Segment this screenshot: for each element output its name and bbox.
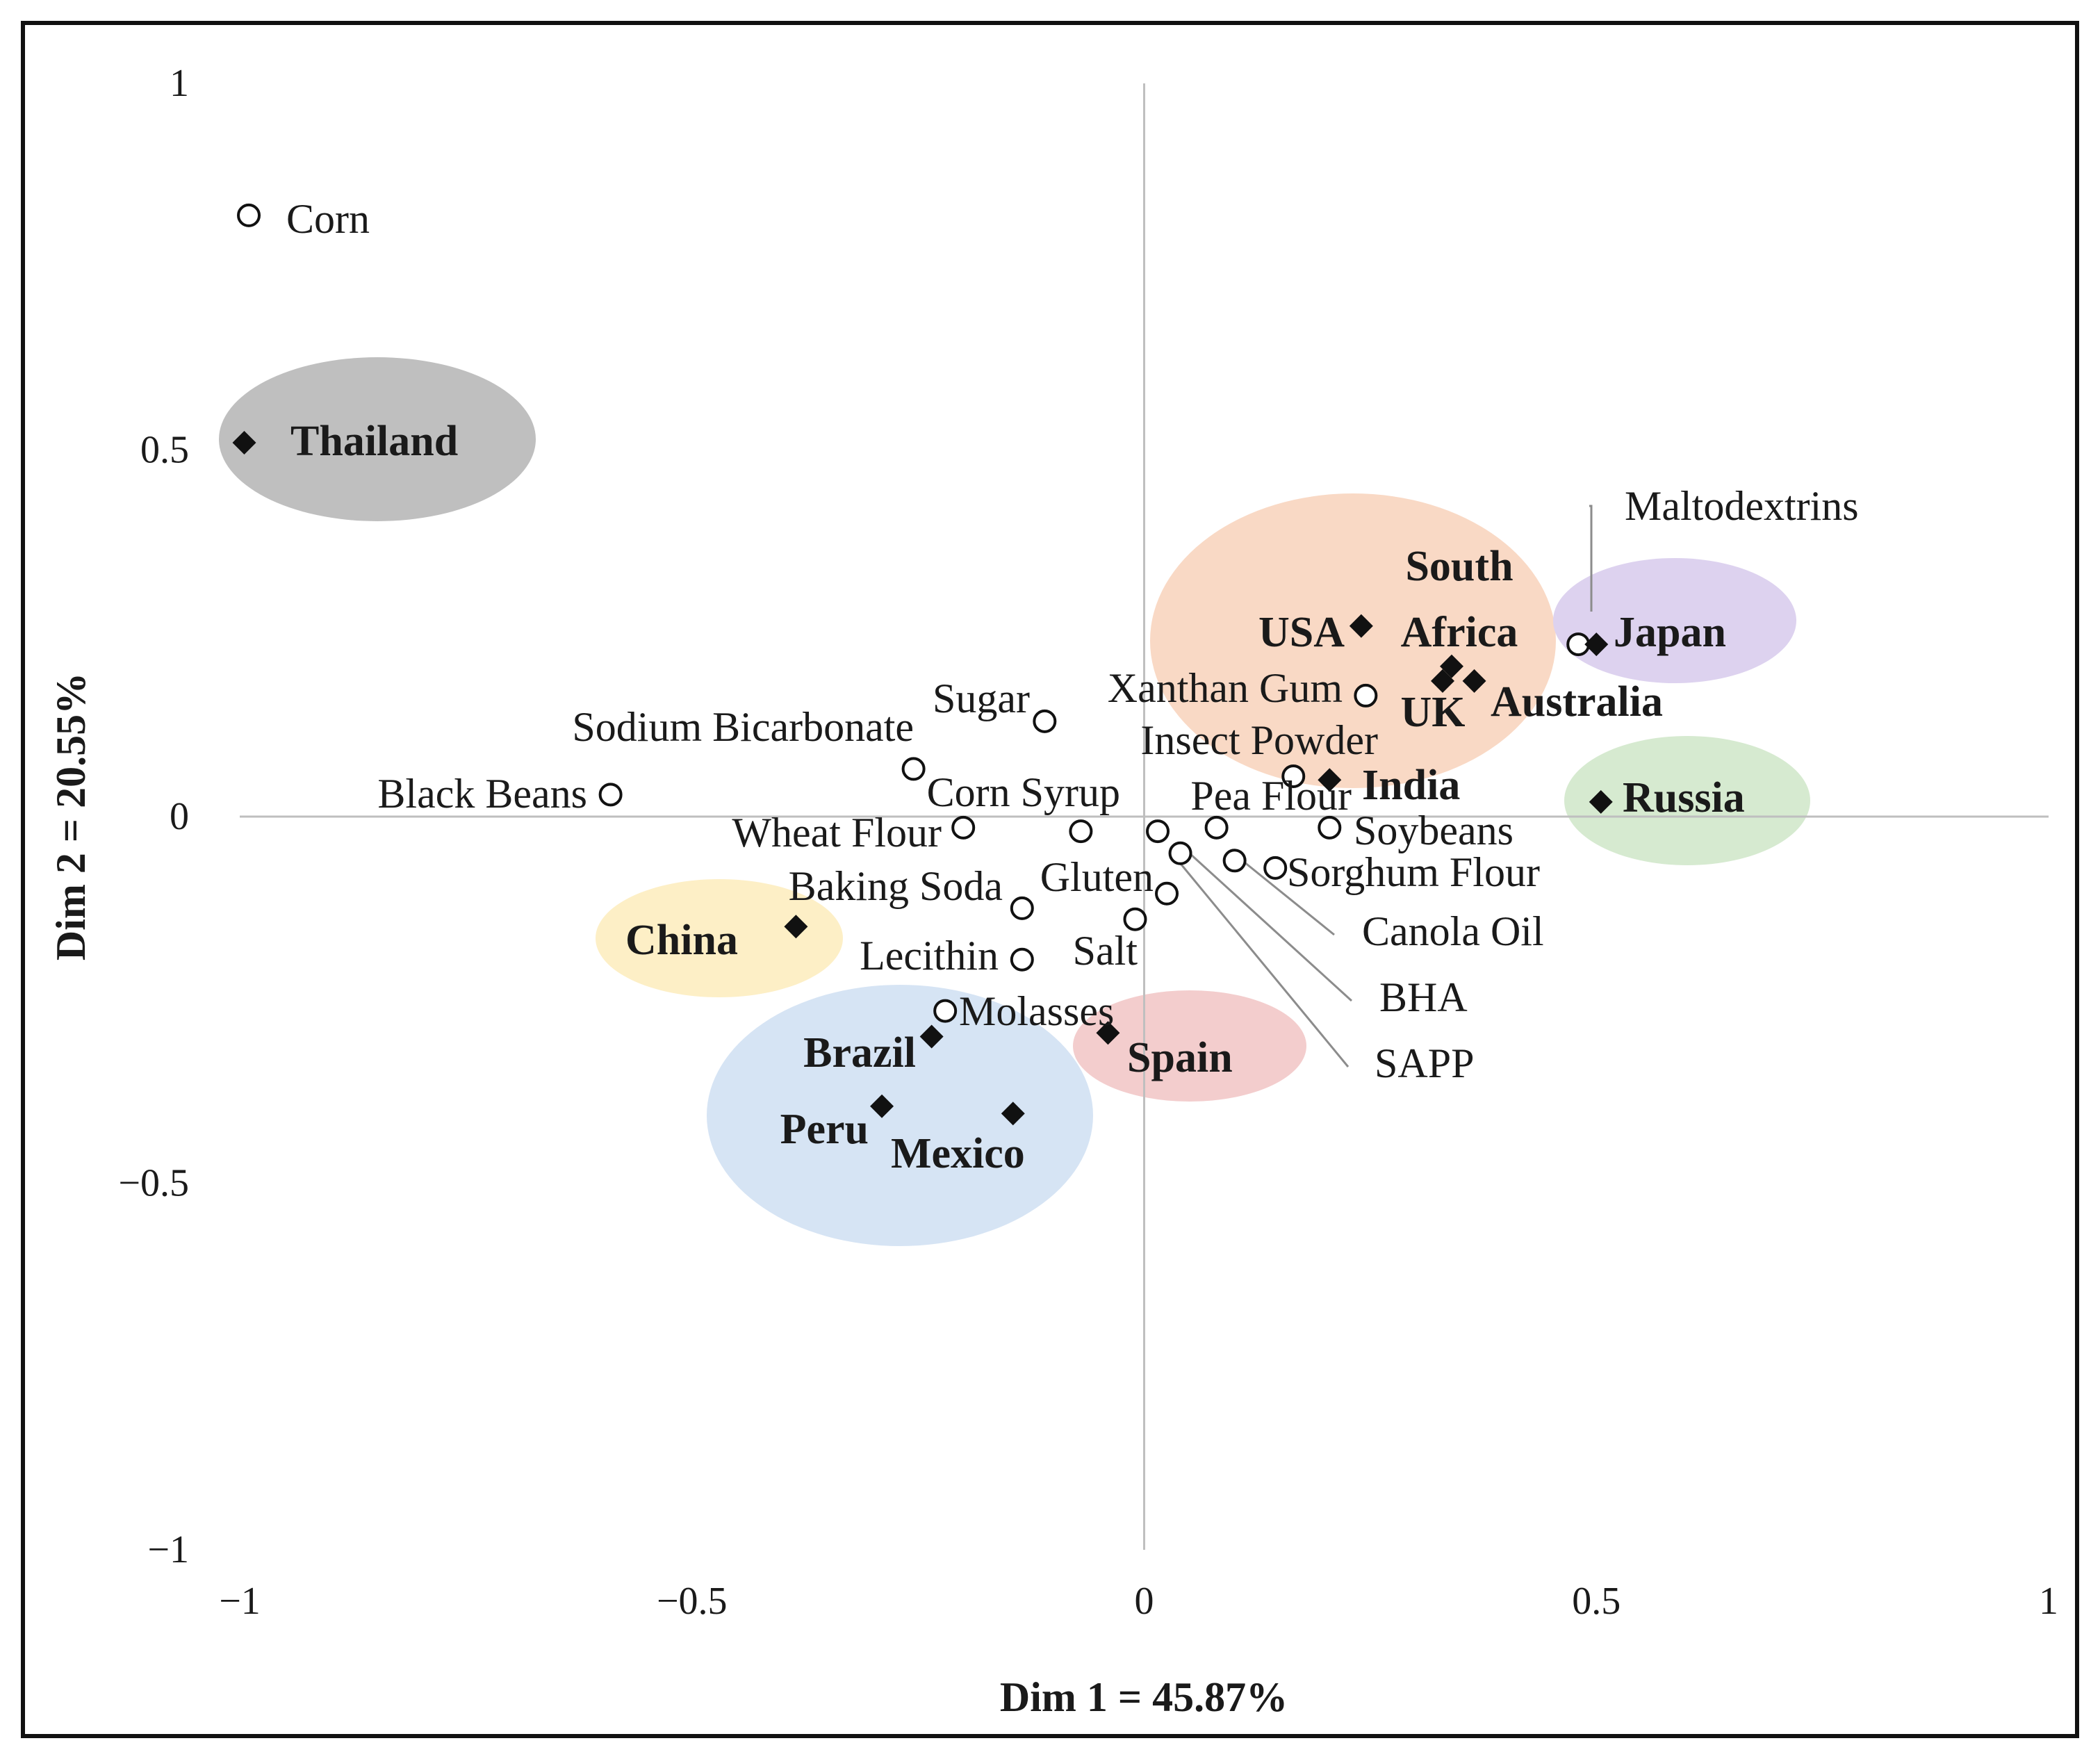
variable-label-pea-flour: Pea Flour: [1190, 773, 1352, 819]
data-labels: Corn Maltodextrins Sugar Xanthan Gum Sodium …: [286, 196, 1859, 1177]
country-point-spain: [1096, 1021, 1120, 1045]
x-tick-label: −0.5: [657, 1580, 728, 1623]
group-ellipse-japan: [1553, 558, 1796, 683]
variable-label-wheat-flour: Wheat Flour: [732, 810, 942, 856]
variable-label-corn: Corn: [286, 196, 370, 242]
variable-label-soybeans: Soybeans: [1354, 808, 1514, 853]
variable-point-baking-soda: [1010, 896, 1034, 920]
variable-label-sodium-bicarbonate: Sodium Bicarbonate: [572, 704, 914, 750]
country-label-australia: Australia: [1491, 678, 1663, 726]
leader-line-bha: [1188, 852, 1353, 1002]
country-point-india: [1318, 768, 1342, 792]
variable-label-lecithin: Lecithin: [860, 933, 999, 979]
country-label-peru: Peru: [780, 1106, 869, 1153]
group-ellipse-thailand: [219, 357, 536, 521]
variable-point-black-beans: [598, 783, 623, 807]
country-label-spain: Spain: [1127, 1034, 1233, 1081]
group-ellipse-usa: [1150, 493, 1556, 788]
chart-frame: [21, 21, 2079, 1738]
y-axis-title: Dim 2 = 20.55%: [48, 673, 94, 960]
country-label-russia: Russia: [1623, 774, 1745, 821]
group-ellipse-brazil: [707, 985, 1093, 1246]
variable-point-sugar: [1033, 709, 1057, 733]
country-point-thailand: [232, 430, 256, 455]
variable-point-canola-oil: [1222, 849, 1247, 873]
variable-label-canola-oil: Canola Oil: [1362, 908, 1544, 954]
variable-label-sorghum-flour: Sorghum Flour: [1287, 849, 1540, 895]
variable-label-sapp: SAPP: [1375, 1040, 1474, 1086]
country-point-south-africa: [1440, 654, 1464, 678]
variable-point-pea-flour: [1204, 815, 1229, 840]
variable-label-baking-soda: Baking Soda: [789, 863, 1003, 909]
y-tick-label: 0.5: [140, 429, 189, 472]
data-points: [232, 203, 1613, 1126]
variable-label-xanthan-gum: Xanthan Gum: [1108, 665, 1343, 711]
variable-point-molasses: [933, 999, 958, 1023]
y-tick-label: 1: [170, 62, 189, 105]
country-label-japan: Japan: [1614, 609, 1726, 656]
variable-point-bha: [1168, 841, 1192, 865]
axes: −1 −0.5 0 0.5 1 1 0.5 0 −0.5 −1: [118, 62, 2058, 1623]
variable-label-corn-syrup: Corn Syrup: [927, 769, 1120, 815]
variable-label-black-beans: Black Beans: [377, 771, 587, 817]
country-point-usa: [1349, 614, 1373, 638]
group-ellipses: [219, 357, 1810, 1246]
country-point-uk: [1430, 669, 1454, 693]
variable-point-lecithin: [1010, 947, 1034, 972]
leader-line-maltodextrins: [1589, 505, 1593, 612]
variable-point-sodium-bicarbonate: [901, 757, 926, 781]
country-label-china: China: [625, 917, 738, 964]
y-tick-label: −1: [147, 1528, 189, 1571]
country-point-mexico: [1001, 1102, 1025, 1126]
variable-point-soybeans: [1318, 815, 1342, 840]
country-point-brazil: [919, 1024, 944, 1049]
country-point-australia: [1462, 669, 1486, 693]
variable-point-xanthan-gum: [1354, 683, 1378, 707]
x-tick-label: 1: [2039, 1580, 2058, 1623]
y-tick-label: −0.5: [118, 1162, 189, 1205]
x-axis-title: Dim 1 = 45.87%: [1000, 1674, 1288, 1720]
variable-label-insect-powder: Insect Powder: [1140, 717, 1378, 763]
variable-label-sugar: Sugar: [933, 676, 1030, 721]
x-tick-label: −1: [219, 1580, 261, 1623]
variable-point-gluten: [1155, 881, 1179, 906]
country-label-usa: USA: [1258, 609, 1345, 656]
country-label-uk: UK: [1401, 689, 1466, 736]
group-ellipse-russia: [1564, 736, 1810, 865]
group-ellipse-spain: [1073, 990, 1306, 1102]
country-point-japan: [1584, 632, 1609, 657]
variable-point-corn: [237, 203, 261, 227]
country-label-mexico: Mexico: [891, 1130, 1025, 1177]
x-tick-label: 0: [1135, 1580, 1154, 1623]
variable-point-salt: [1123, 907, 1147, 931]
country-point-china: [784, 915, 808, 939]
variable-point-wheat-flour: [951, 815, 976, 840]
variable-point-insect-powder: [1281, 764, 1306, 788]
variable-label-maltodextrins: Maltodextrins: [1625, 483, 1859, 529]
country-label-south-africa: Africa: [1401, 609, 1518, 656]
country-label-thailand: Thailand: [290, 418, 458, 465]
country-label-south-africa: South: [1405, 543, 1513, 590]
country-point-peru: [870, 1094, 894, 1118]
x-tick-label: 0.5: [1572, 1580, 1621, 1623]
leader-line-canola-oil: [1236, 855, 1335, 936]
country-label-brazil: Brazil: [803, 1029, 916, 1077]
group-ellipse-china: [596, 879, 843, 997]
leader-line-sapp: [1176, 860, 1350, 1067]
leader-lines: [1176, 505, 1593, 1067]
variable-point-corn-syrup: [1069, 819, 1093, 844]
variable-label-salt: Salt: [1073, 928, 1138, 974]
variable-label-gluten: Gluten: [1040, 854, 1154, 900]
country-label-india: India: [1362, 762, 1460, 809]
variable-point-sorghum-flour: [1263, 856, 1288, 880]
y-tick-label: 0: [170, 795, 189, 838]
variable-label-molasses: Molasses: [959, 988, 1114, 1034]
variable-label-bha: BHA: [1379, 974, 1468, 1020]
variable-point-sapp: [1146, 819, 1170, 844]
country-point-russia: [1589, 789, 1613, 814]
